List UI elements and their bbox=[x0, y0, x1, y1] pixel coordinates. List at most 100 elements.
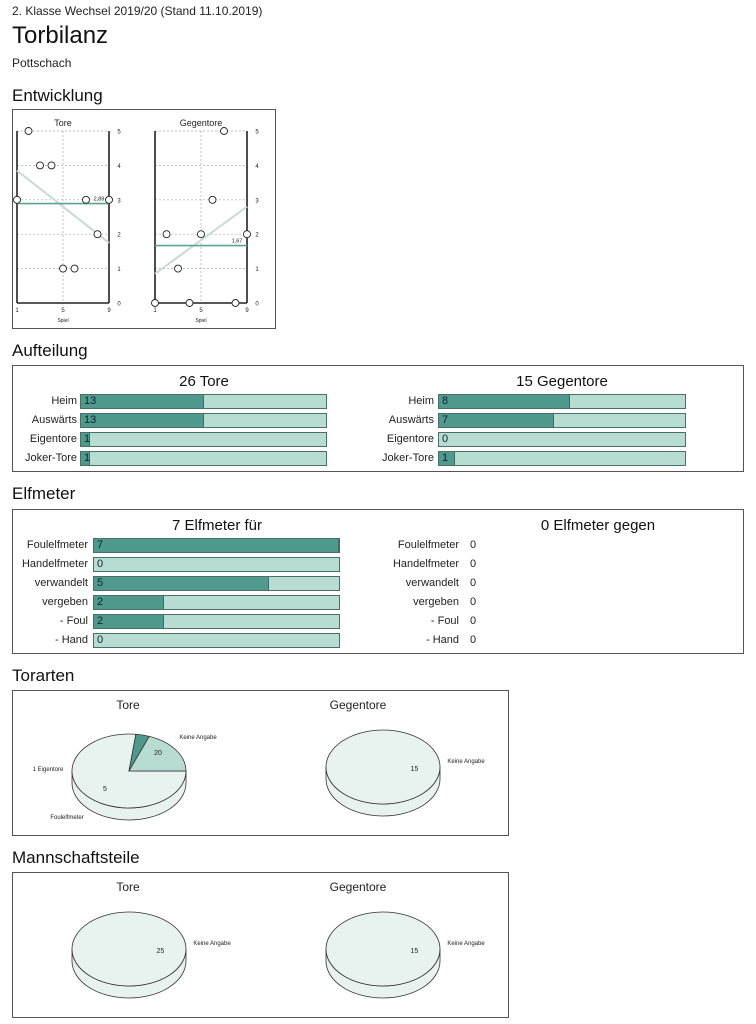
aufteilung-tore-value: 13 bbox=[84, 414, 97, 426]
entwicklung-tore-mean-label: 2,89 bbox=[94, 197, 105, 203]
aufteilung-gegentore-bar: 7 bbox=[438, 413, 686, 428]
elfmeter-fuer-value: 2 bbox=[97, 615, 104, 627]
mannschaftsteile-tore-slice-label: Keine Angabe bbox=[193, 941, 231, 947]
elfmeter-gegen-label: - Foul bbox=[430, 615, 459, 627]
entwicklung-gegentore-ytick: 5 bbox=[255, 130, 259, 136]
section-title-elfmeter: Elfmeter bbox=[12, 484, 76, 503]
aufteilung-tore-value: 13 bbox=[84, 395, 97, 407]
aufteilung-gegentore-bar-fill bbox=[439, 414, 554, 427]
aufteilung-tore-bar: 1 bbox=[80, 451, 327, 466]
mannschaftsteile-gegentore-pie: 15 Keine Angabe bbox=[325, 911, 485, 999]
entwicklung-gegentore-xtick: 9 bbox=[245, 308, 249, 314]
aufteilung-gegentore-value: 0 bbox=[442, 433, 449, 445]
aufteilung-tore-bar: 13 bbox=[80, 394, 327, 409]
entwicklung-tore-point bbox=[105, 195, 113, 204]
elfmeter-fuer-value: 2 bbox=[97, 596, 104, 608]
entwicklung-gegentore-xlabel: Spiel bbox=[195, 318, 206, 324]
elfmeter-fuer-bar: 0 bbox=[93, 557, 340, 572]
aufteilung-gegentore-title: 15 Gegentore bbox=[516, 373, 608, 390]
entwicklung-gegentore-point bbox=[151, 299, 159, 307]
aufteilung-gegentore-label: Joker-Tore bbox=[382, 452, 434, 464]
entwicklung-tore-point bbox=[13, 195, 21, 204]
elfmeter-fuer-bar: 5 bbox=[93, 576, 340, 591]
aufteilung-tore-bar-fill bbox=[81, 433, 91, 446]
entwicklung-tore-point bbox=[24, 127, 33, 135]
torarten-tore-slice-value: 5 bbox=[103, 786, 107, 793]
torarten-tore-pie: 20 Keine Angabe 1 Eigentore 5 Foulelfmeter bbox=[33, 733, 217, 821]
elfmeter-fuer-bar: 2 bbox=[93, 614, 340, 629]
aufteilung-tore-bar-fill bbox=[81, 452, 91, 465]
aufteilung-tore-label: Joker-Tore bbox=[25, 452, 77, 464]
entwicklung-gegentore-point bbox=[231, 299, 240, 307]
aufteilung-gegentore-bar-fill bbox=[439, 452, 456, 465]
aufteilung-gegentore-value: 7 bbox=[442, 414, 449, 426]
entwicklung-gegentore-point bbox=[185, 299, 194, 307]
entwicklung-gegentore-ytick: 1 bbox=[255, 267, 259, 273]
torarten-tore-slice bbox=[71, 733, 187, 809]
torarten-tore-slice bbox=[128, 735, 187, 772]
entwicklung-gegentore-ytick: 0 bbox=[255, 302, 259, 308]
entwicklung-tore-point bbox=[36, 161, 44, 170]
torarten-tore-slice-label: 1 Eigentore bbox=[33, 767, 64, 773]
elfmeter-fuer-label: vergeben bbox=[42, 596, 88, 608]
entwicklung-tore-ytick: 4 bbox=[117, 164, 121, 170]
entwicklung-gegentore-xtick: 1 bbox=[153, 308, 157, 314]
entwicklung-gegentore-ytick: 4 bbox=[255, 164, 259, 170]
section-title-torarten: Torarten bbox=[12, 666, 75, 685]
elfmeter-fuer-label: Foulelfmeter bbox=[26, 539, 88, 551]
elfmeter-fuer-bar-fill bbox=[94, 539, 339, 552]
team-name: Pottschach bbox=[12, 56, 72, 70]
entwicklung-tore-title: Tore bbox=[54, 118, 72, 128]
elfmeter-gegen-label: verwandelt bbox=[405, 577, 459, 589]
aufteilung-tore-label: Auswärts bbox=[31, 414, 77, 426]
mannschaftsteile-gegentore-slice bbox=[325, 911, 441, 987]
entwicklung-tore-point bbox=[93, 230, 102, 239]
section-title-entwicklung: Entwicklung bbox=[12, 86, 103, 105]
entwicklung-tore-xtick: 5 bbox=[61, 308, 65, 314]
elfmeter-fuer-bar-fill bbox=[94, 577, 269, 590]
aufteilung-tore-value: 1 bbox=[84, 433, 91, 445]
entwicklung-tore-ytick: 2 bbox=[117, 233, 121, 239]
elfmeter-fuer-bar: 2 bbox=[93, 595, 340, 610]
torarten-tore-slice-value: 20 bbox=[154, 750, 162, 757]
elfmeter-fuer-bar-fill bbox=[94, 615, 164, 628]
aufteilung-tore-bar-fill bbox=[81, 395, 204, 408]
entwicklung-tore-ytick: 0 bbox=[117, 302, 121, 308]
entwicklung-gegentore-point bbox=[243, 230, 251, 239]
entwicklung-tore-ytick: 5 bbox=[117, 130, 121, 136]
aufteilung-gegentore-label: Auswärts bbox=[388, 414, 434, 426]
entwicklung-gegentore-point bbox=[220, 127, 228, 135]
torarten-gegentore-slice-value: 15 bbox=[410, 766, 418, 773]
entwicklung-gegentore-point bbox=[197, 230, 205, 239]
entwicklung-tore-point bbox=[59, 264, 67, 273]
elfmeter-gegen-label: Handelfmeter bbox=[392, 558, 459, 570]
section-title-mannschaftsteile: Mannschaftsteile bbox=[12, 848, 140, 867]
mannschaftsteile-box: Tore Gegentore 25 Keine Angabe 15 Keine Ang… bbox=[12, 872, 509, 1018]
aufteilung-gegentore-value: 1 bbox=[442, 452, 449, 464]
elfmeter-gegen-value: 0 bbox=[470, 634, 477, 646]
aufteilung-gegentore-bar: 8 bbox=[438, 394, 686, 409]
elfmeter-gegen-title: 0 Elfmeter gegen bbox=[540, 517, 656, 534]
aufteilung-tore-title: 26 Tore bbox=[179, 373, 229, 390]
aufteilung-tore-label: Eigentore bbox=[29, 433, 77, 445]
entwicklung-gegentore-title: Gegentore bbox=[180, 118, 223, 128]
elfmeter-fuer-value: 5 bbox=[97, 577, 104, 589]
aufteilung-gegentore-bar-fill bbox=[439, 395, 571, 408]
entwicklung-tore-plot: Tore 0 1 2 3 4 5 1 5 9 Spiel 2,89 bbox=[13, 118, 121, 324]
aufteilung-gegentore-bar: 0 bbox=[438, 432, 686, 447]
entwicklung-tore-point bbox=[82, 195, 90, 204]
elfmeter-fuer-label: - Foul bbox=[59, 615, 88, 627]
elfmeter-fuer-value: 0 bbox=[97, 558, 104, 570]
entwicklung-tore-trend-line bbox=[16, 169, 110, 244]
entwicklung-gegentore-point bbox=[162, 230, 171, 239]
elfmeter-box: 7 Elfmeter für Foulelfmeter 7 Handelfmeter… bbox=[12, 509, 744, 654]
entwicklung-tore-point bbox=[47, 161, 56, 170]
aufteilung-tore-bar: 13 bbox=[80, 413, 327, 428]
aufteilung-gegentore-label: Heim bbox=[408, 395, 434, 407]
elfmeter-fuer-title: 7 Elfmeter für bbox=[171, 517, 263, 534]
elfmeter-fuer-value: 7 bbox=[97, 539, 104, 551]
aufteilung-tore-bar-fill bbox=[81, 414, 204, 427]
elfmeter-gegen-label: - Hand bbox=[425, 634, 459, 646]
entwicklung-gegentore-point bbox=[208, 195, 217, 204]
mannschaftsteile-gegentore-slice-value: 15 bbox=[410, 948, 418, 955]
